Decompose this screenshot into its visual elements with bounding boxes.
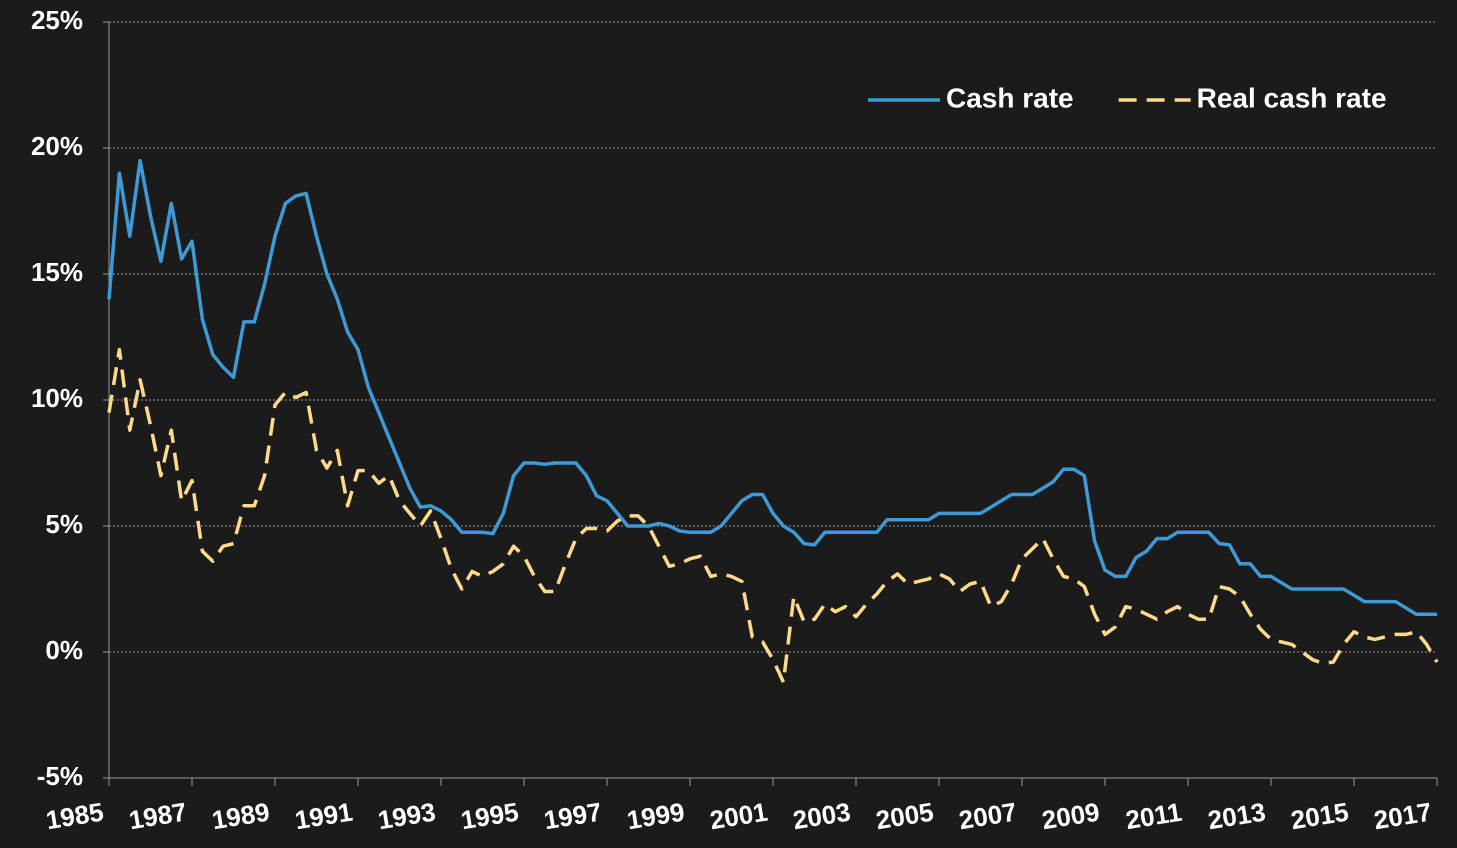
y-tick-label: 10%	[31, 383, 83, 413]
y-tick-label: 25%	[31, 5, 83, 35]
series-line	[107, 347, 1439, 684]
y-tick-label: 0%	[45, 635, 83, 665]
series-line	[107, 158, 1437, 616]
y-tick-label: -5%	[37, 761, 83, 791]
y-tick-label: 15%	[31, 257, 83, 287]
legend-label: Real cash rate	[1197, 82, 1387, 113]
y-tick-label: 5%	[45, 509, 83, 539]
legend-label: Cash rate	[946, 82, 1074, 113]
y-tick-label: 20%	[31, 131, 83, 161]
